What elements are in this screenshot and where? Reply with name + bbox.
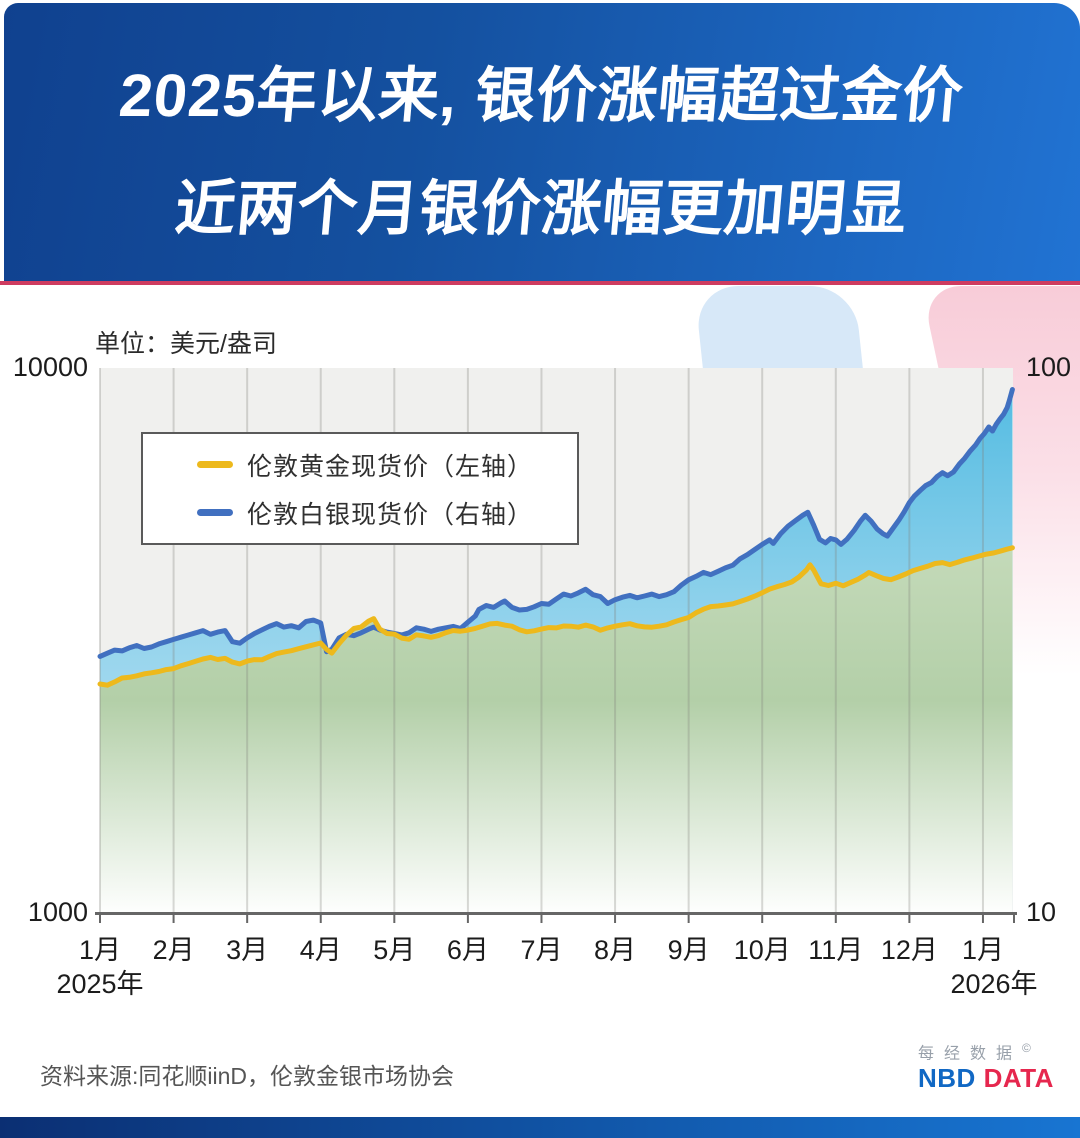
x-axis-month-label: 1月 [78,935,122,965]
header-banner: 2025年以来, 银价涨幅超过金价 近两个月银价涨幅更加明显 [4,3,1080,281]
left-axis-top-tick: 10000 [12,352,88,382]
nbd-data-logo: 每经数据© NBD DATA [918,1041,1054,1094]
header-underline [0,281,1080,285]
x-axis-month-label: 7月 [520,935,563,965]
footer-bar [0,1117,1080,1138]
x-axis-month-label: 10月 [733,935,791,965]
x-axis-month-label: 8月 [594,935,637,965]
gold-area-fill [100,547,1013,912]
x-axis-month-label: 4月 [299,935,342,965]
gold-price-line [97,545,1015,688]
page-title-line2: 近两个月银价涨幅更加明显 [172,175,911,242]
left-axis-bottom-tick: 1000 [27,897,88,927]
x-axis-month-label: 2月 [152,935,195,965]
logo-chinese-name: 每经数据© [918,1041,1031,1063]
legend-row-silver: 伦敦白银现货价（右轴） [197,495,577,531]
chart-legend: 伦敦黄金现货价（左轴） 伦敦白银现货价（右轴） [141,432,579,545]
logo-latin-name: NBD DATA [918,1062,1054,1093]
page-title-line1: 2025年以来, 银价涨幅超过金价 [116,62,967,129]
x-axis-month-label: 3月 [226,935,269,965]
silver-line-swatch-icon [197,509,233,516]
data-source-note: 资料来源:同花顺iinD，伦敦金银市场协会 [40,1063,455,1089]
gold-line-swatch-icon [197,461,233,468]
x-axis-month-label: 9月 [667,935,710,965]
right-axis-top-tick: 100 [1026,352,1072,382]
x-axis-month-label: 6月 [446,935,489,965]
x-axis-year-label: 2025年 [56,969,144,999]
x-axis-month-label: 5月 [373,935,416,965]
legend-row-gold: 伦敦黄金现货价（左轴） [197,447,577,483]
x-axis-year-label: 2026年 [950,969,1038,999]
x-axis-month-label: 12月 [880,935,938,965]
unit-label: 单位：美元/盎司 [95,330,277,358]
legend-label-gold: 伦敦黄金现货价（左轴） [247,452,534,481]
legend-label-silver: 伦敦白银现货价（右轴） [247,500,534,529]
x-axis-month-label: 11月 [808,935,864,965]
silver-price-line [97,387,1015,659]
x-axis-month-label: 1月 [961,935,1004,965]
right-axis-bottom-tick: 10 [1026,897,1057,927]
copyright-icon: © [1022,1041,1031,1055]
